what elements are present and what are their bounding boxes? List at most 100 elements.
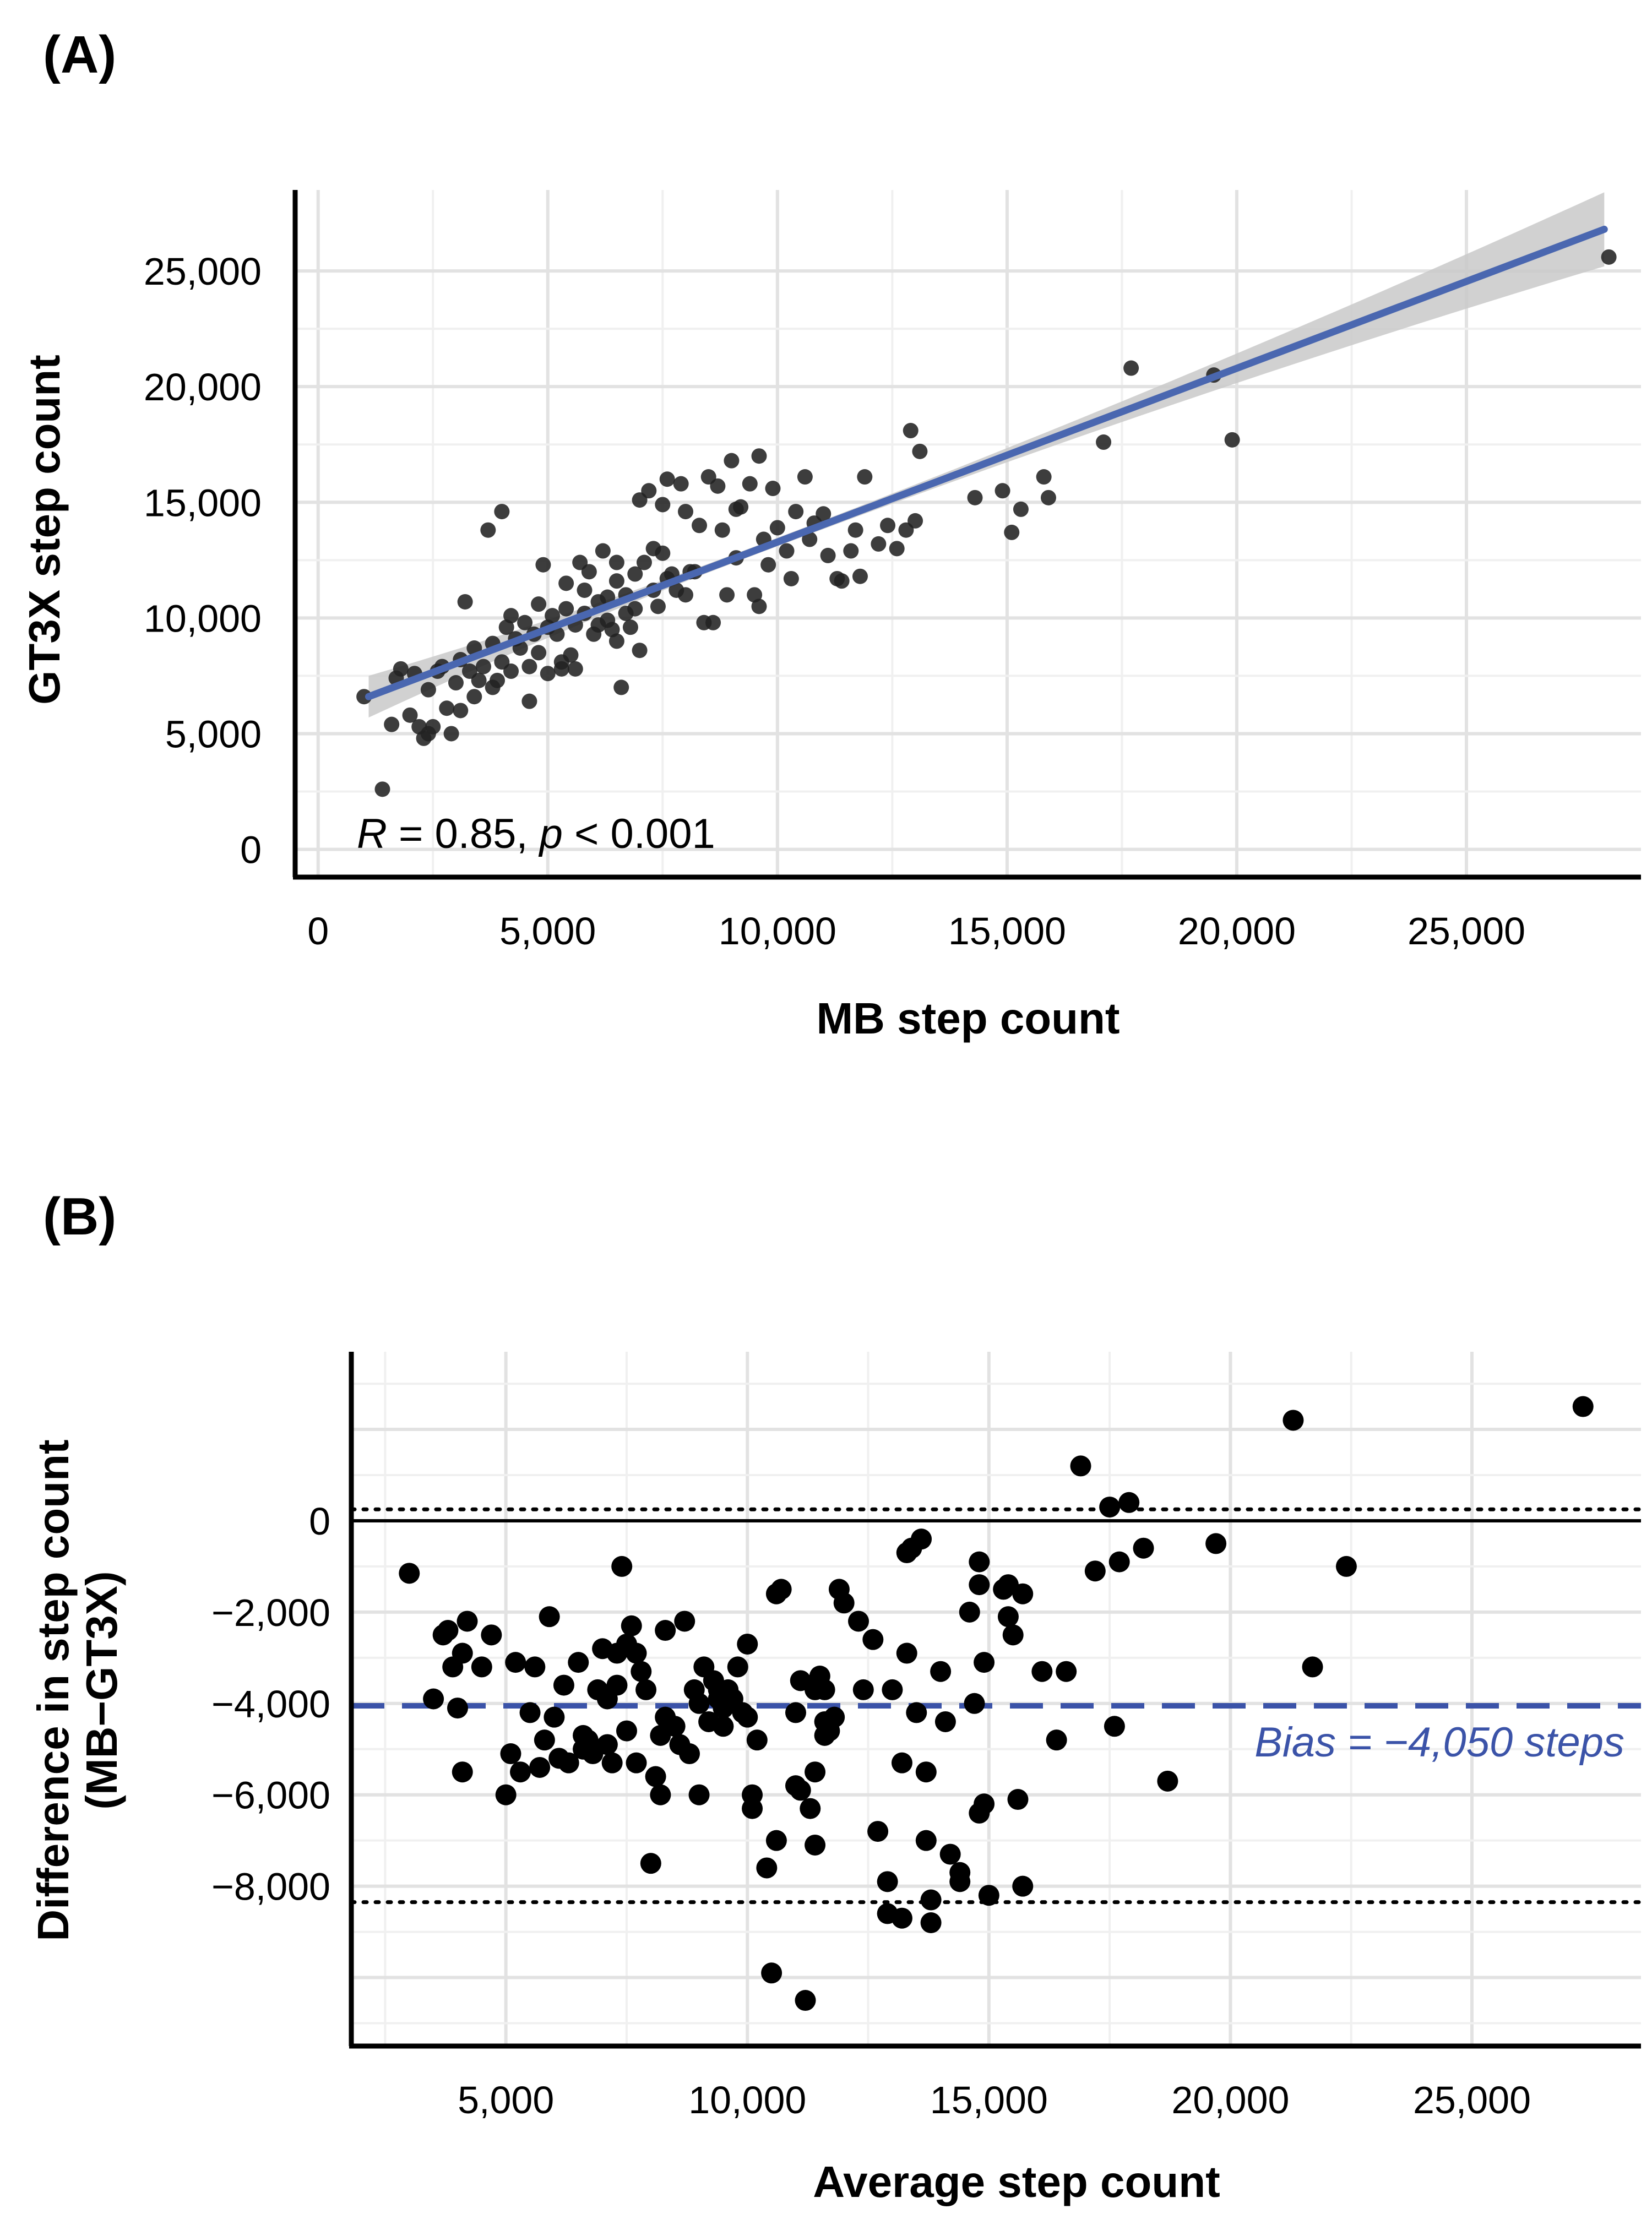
data-point: [437, 1620, 459, 1641]
data-point: [713, 1716, 734, 1737]
y-tick-label: −8,000: [211, 1865, 330, 1908]
data-point: [727, 1656, 748, 1678]
data-point: [906, 1702, 927, 1723]
data-point: [613, 679, 629, 695]
data-point: [939, 1843, 961, 1865]
data-point: [770, 1579, 792, 1600]
data-point: [719, 587, 735, 603]
data-point: [692, 518, 708, 534]
data-point: [751, 448, 767, 464]
data-point: [915, 1761, 937, 1783]
data-point: [915, 1830, 937, 1851]
data-point: [678, 504, 694, 520]
panel-b-label: (B): [43, 1187, 116, 1246]
data-point: [1572, 1396, 1594, 1417]
data-point: [457, 1611, 478, 1632]
data-point: [1302, 1656, 1323, 1678]
data-point: [920, 1889, 942, 1911]
data-point: [814, 1679, 835, 1700]
data-point: [1133, 1537, 1154, 1559]
data-point: [737, 1706, 758, 1728]
panel-a-y-axis-title: GT3X step count: [20, 355, 69, 705]
data-point: [558, 1752, 579, 1774]
data-point: [862, 1629, 884, 1650]
data-point: [788, 504, 804, 520]
data-point: [650, 1784, 671, 1805]
data-point: [737, 1633, 758, 1655]
data-point: [517, 614, 533, 630]
data-point: [655, 545, 671, 561]
x-tick-label: 15,000: [948, 910, 1066, 953]
data-point: [608, 633, 624, 649]
data-point: [664, 1716, 686, 1737]
data-point: [1096, 434, 1112, 450]
data-point: [843, 543, 859, 559]
data-point: [423, 1688, 444, 1710]
data-point: [834, 573, 850, 589]
data-point: [608, 554, 624, 570]
p-value: < 0.001: [563, 810, 715, 857]
data-point: [1335, 1555, 1357, 1577]
data-point: [443, 726, 459, 742]
data-point: [601, 1752, 623, 1774]
data-point: [852, 568, 868, 584]
data-point: [930, 1661, 952, 1682]
data-point: [912, 443, 928, 459]
data-point: [466, 689, 482, 705]
data-point: [494, 504, 510, 520]
data-point: [611, 1555, 633, 1577]
data-point: [627, 601, 643, 617]
data-point: [896, 1642, 917, 1664]
data-point: [540, 666, 556, 682]
data-point: [705, 614, 721, 630]
data-point: [600, 589, 616, 605]
x-tick-label: 15,000: [930, 2079, 1048, 2121]
data-point: [627, 566, 643, 582]
data-point: [521, 659, 537, 674]
data-point: [490, 672, 506, 688]
data-point: [1118, 1492, 1140, 1513]
data-point: [535, 557, 551, 573]
data-point: [635, 1679, 657, 1700]
data-point: [636, 554, 652, 570]
data-point: [452, 1642, 473, 1664]
r-value: = 0.85,: [387, 810, 540, 857]
data-point: [1108, 1551, 1130, 1573]
data-point: [769, 520, 785, 536]
data-point: [1205, 1533, 1227, 1554]
data-point: [480, 522, 496, 538]
data-point: [800, 1798, 821, 1819]
data-point: [1004, 524, 1020, 540]
data-point: [1084, 1560, 1106, 1582]
y-tick-label: 10,000: [144, 597, 262, 640]
data-point: [889, 541, 905, 557]
data-point: [558, 601, 574, 617]
x-tick-label: 0: [307, 910, 329, 953]
data-point: [678, 587, 694, 603]
data-point: [802, 531, 818, 547]
data-point: [969, 1574, 990, 1596]
data-point: [531, 596, 547, 612]
data-point: [742, 476, 758, 492]
p-symbol: p: [539, 810, 563, 857]
panel-b-plot: 5,000 10,000 15,000 20,000 25,000 0 −2,000 −4,…: [211, 1352, 1643, 2121]
data-point: [399, 1563, 420, 1584]
data-point: [655, 1620, 676, 1641]
data-point: [510, 1761, 531, 1783]
y-tick-label: 25,000: [144, 250, 262, 293]
data-point: [475, 659, 491, 674]
data-point: [934, 1711, 956, 1732]
data-point: [498, 619, 514, 635]
data-point: [848, 1611, 870, 1632]
data-point: [949, 1862, 971, 1883]
x-tick-label: 25,000: [1413, 2079, 1531, 2121]
data-point: [679, 1743, 700, 1765]
data-point: [374, 781, 390, 797]
x-tick-label: 20,000: [1178, 910, 1296, 953]
y-tick-label: 15,000: [144, 481, 262, 524]
data-point: [1056, 1661, 1077, 1682]
panel-a-regression-line: [365, 225, 1608, 700]
data-point: [877, 1871, 898, 1892]
data-point: [1002, 1624, 1024, 1646]
data-point: [710, 478, 726, 494]
